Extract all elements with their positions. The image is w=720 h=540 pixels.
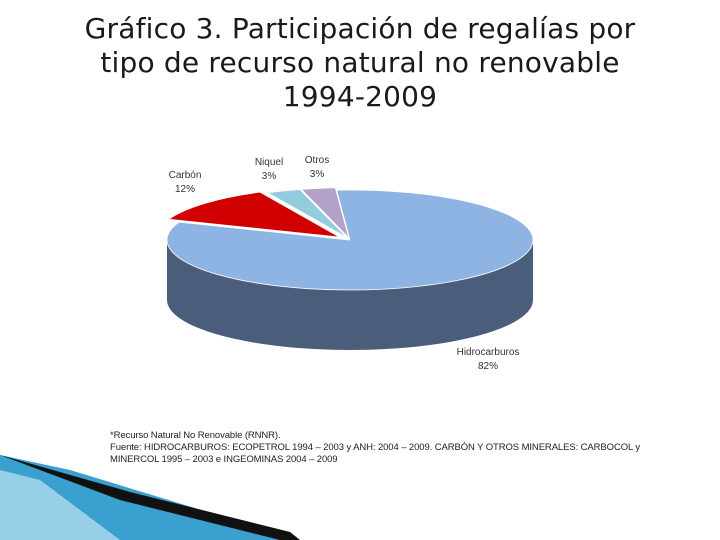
label-carbon-name: Carbón [169,170,202,181]
pie-labels: Carbón 12% Niquel 3% Otros 3% Hidrocarbu… [169,155,520,372]
corner-decoration [0,455,300,540]
title-line-1: Gráfico 3. Participación de regalías por [84,12,636,45]
label-carbon-value: 12% [175,184,195,195]
pie-side-hidrocarburos [167,240,533,350]
label-otros-name: Otros [305,155,329,166]
decor-dark-swoosh [0,455,300,540]
pie-slice-otros [300,187,350,240]
slide-title: Gráfico 3. Participación de regalías por… [20,12,700,114]
pie-slice-carbón [167,191,340,238]
footnote-line-1: *Recurso Natural No Renovable (RNNR). [110,430,281,441]
footnote-line-3: MINERCOL 1995 – 2003 e INGEOMINAS 2004 –… [110,454,338,465]
label-otros-value: 3% [310,169,325,180]
pie-chart [166,187,534,350]
label-hidrocarburos-name: Hidrocarburos [457,347,520,358]
footnote-line-2: Fuente: HIDROCARBUROS: ECOPETROL 1994 – … [110,442,641,453]
label-hidrocarburos-value: 82% [478,361,498,372]
label-niquel-value: 3% [262,171,277,182]
pie-slice-hidrocarburos [166,189,534,291]
decor-light-swoosh [0,470,120,540]
title-line-3: 1994-2009 [282,80,438,113]
title-line-2: tipo de recurso natural no renovable [100,46,620,79]
pie-slice-niquel [266,189,348,239]
chart-footnote: *Recurso Natural No Renovable (RNNR). Fu… [110,430,670,466]
label-niquel-name: Niquel [255,157,283,168]
